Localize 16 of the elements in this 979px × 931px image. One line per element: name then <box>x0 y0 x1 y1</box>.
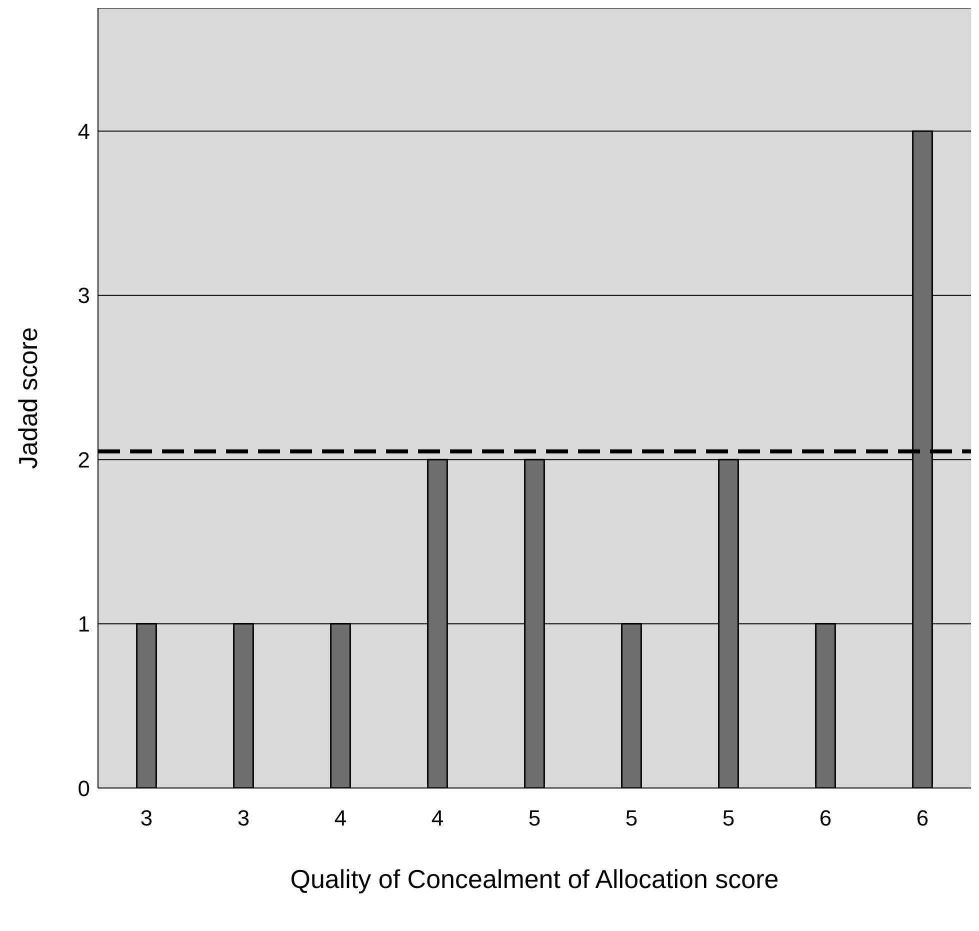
x-tick-label: 6 <box>819 806 832 831</box>
y-tick-label: 0 <box>78 776 90 801</box>
y-tick-label: 4 <box>78 118 90 144</box>
y-axis-title: Jadad score <box>13 327 44 469</box>
y-tick-label: 3 <box>78 283 90 308</box>
y-tick-label: 1 <box>78 612 90 637</box>
x-tick-label: 6 <box>916 806 929 831</box>
x-tick-label: 5 <box>528 806 541 831</box>
x-tick-label: 3 <box>237 806 250 831</box>
x-tick-label: 5 <box>722 806 735 831</box>
x-tick-label: 3 <box>140 806 153 831</box>
y-tick-label: 2 <box>78 447 90 472</box>
x-tick-label: 4 <box>334 806 347 831</box>
x-axis-title: Quality of Concealment of Allocation score <box>290 864 779 894</box>
x-tick-label: 5 <box>625 806 638 831</box>
x-tick-label: 4 <box>431 806 444 831</box>
